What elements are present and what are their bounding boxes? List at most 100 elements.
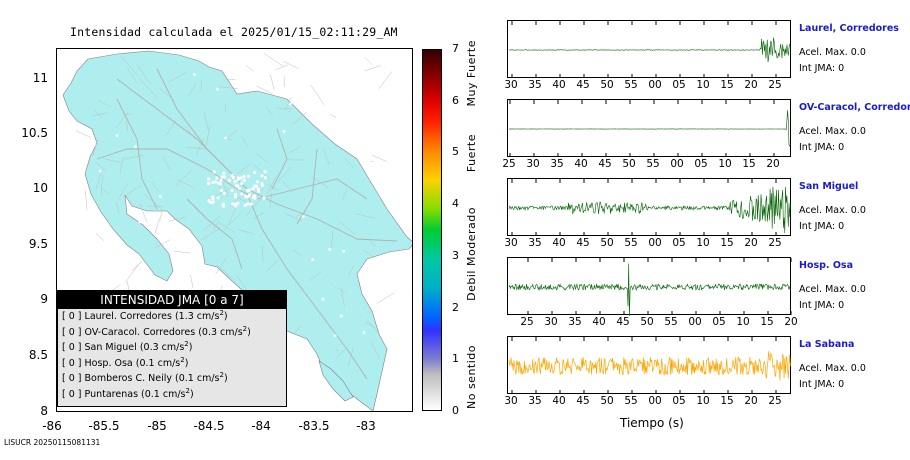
town-dot (166, 245, 170, 249)
minor-road (100, 174, 103, 195)
panel-tick-label: 25 (768, 395, 782, 407)
minor-road (223, 214, 241, 231)
panel-tick-label: 20 (744, 237, 758, 249)
city-dot (215, 176, 219, 180)
minor-road (308, 271, 322, 282)
legend-station: Puntarenas (0.1 cm/s (84, 388, 186, 400)
colorbar-tick: 2 (452, 300, 459, 314)
city-dot (236, 176, 240, 180)
minor-road (334, 286, 337, 289)
panel-tick-label: 40 (592, 316, 606, 328)
town-dot (288, 102, 292, 106)
legend-row: [ 0 ] Puntarenas (0.1 cm/s2) (58, 387, 286, 403)
minor-road (246, 65, 254, 72)
panel-tick-label: 30 (504, 237, 518, 249)
minor-road (269, 193, 272, 209)
minor-road (289, 146, 302, 153)
panel-tick-label: 55 (646, 158, 660, 170)
panel-tick-label: 35 (528, 79, 542, 91)
legend-unit-power: 2 (242, 324, 248, 333)
city-dot (263, 176, 268, 180)
station-jma-intensity: Int JMA: 0 (799, 221, 845, 232)
minor-road (162, 156, 171, 170)
road-7 (271, 128, 288, 190)
panel-tick-label: 50 (600, 79, 614, 91)
city-dot (230, 188, 234, 193)
city-dot (263, 170, 267, 174)
panel-tick-label: 05 (694, 158, 708, 170)
minor-road (364, 65, 381, 72)
town-dot (343, 81, 347, 85)
minor-road (120, 55, 138, 76)
map-x-tick: -85 (147, 419, 167, 433)
minor-road (267, 175, 277, 194)
road-4 (256, 178, 368, 200)
minor-road (276, 166, 291, 184)
city-dot (206, 181, 211, 186)
city-dot (219, 188, 224, 193)
panel-tick-label: 45 (576, 237, 590, 249)
city-dot (246, 195, 250, 199)
panel-tick-label: 35 (528, 395, 542, 407)
city-dot (212, 170, 217, 174)
panel-tick-label: 45 (598, 158, 612, 170)
legend-code: [ 0 ] (62, 388, 85, 400)
minor-road (256, 85, 273, 95)
minor-road (236, 274, 248, 292)
colorbar-tick: 4 (452, 197, 459, 211)
road-1 (96, 148, 258, 200)
town-dot (339, 314, 343, 318)
city-dot (222, 191, 226, 195)
station-jma-intensity: Int JMA: 0 (799, 300, 845, 311)
minor-road (226, 129, 238, 140)
minor-road (362, 249, 375, 259)
minor-road (139, 78, 158, 98)
minor-road (117, 182, 129, 201)
panel-tick-label: 45 (576, 79, 590, 91)
panel-tick-label: 35 (528, 237, 542, 249)
legend-code: [ 0 ] (62, 326, 85, 338)
panel-tick-label: 50 (600, 237, 614, 249)
city-dot (255, 180, 259, 184)
city-dot (260, 182, 264, 186)
city-dot (219, 178, 223, 182)
map-x-tick: -85.5 (88, 419, 120, 433)
minor-road (104, 158, 121, 163)
road-3 (246, 193, 368, 380)
time-axis-label: Tiempo (s) (620, 416, 684, 430)
panel-tick-label: 10 (718, 158, 732, 170)
town-dot (138, 220, 142, 224)
colorbar-word: No sentido (465, 345, 478, 410)
waveform-trace (508, 110, 791, 147)
station-max-accel: Acel. Max. 0.0 (799, 363, 866, 374)
minor-road (241, 136, 249, 148)
minor-road (166, 120, 177, 136)
minor-road (228, 208, 236, 225)
legend-close: ) (189, 388, 194, 400)
city-dot (221, 204, 226, 208)
minor-road (253, 212, 264, 219)
osa-peninsula (318, 360, 354, 402)
city-dot (234, 204, 238, 208)
minor-road (168, 72, 187, 83)
minor-road (263, 53, 284, 67)
minor-road (123, 184, 142, 198)
legend-row: [ 0 ] Bomberos C. Neily (0.1 cm/s2) (58, 371, 286, 387)
minor-road (94, 110, 103, 119)
waveform-panel (507, 336, 791, 394)
legend-station: OV-Caracol. Corredores (0.3 cm/s (84, 326, 243, 338)
city-dot (249, 202, 253, 206)
minor-road (370, 341, 381, 360)
minor-road (224, 103, 227, 111)
town-dot (342, 249, 346, 253)
panel-tick-label: 25 (768, 237, 782, 249)
minor-road (338, 220, 356, 235)
city-dot (256, 187, 260, 191)
panel-tick-label: 15 (720, 237, 734, 249)
legend-row: [ 0 ] Laurel. Corredores (1.3 cm/s2) (58, 309, 286, 325)
city-dot (236, 201, 240, 205)
map-y-tick: 11 (32, 71, 48, 85)
city-dot (252, 170, 257, 174)
town-dot (103, 250, 107, 254)
panel-tick-label: 15 (720, 79, 734, 91)
